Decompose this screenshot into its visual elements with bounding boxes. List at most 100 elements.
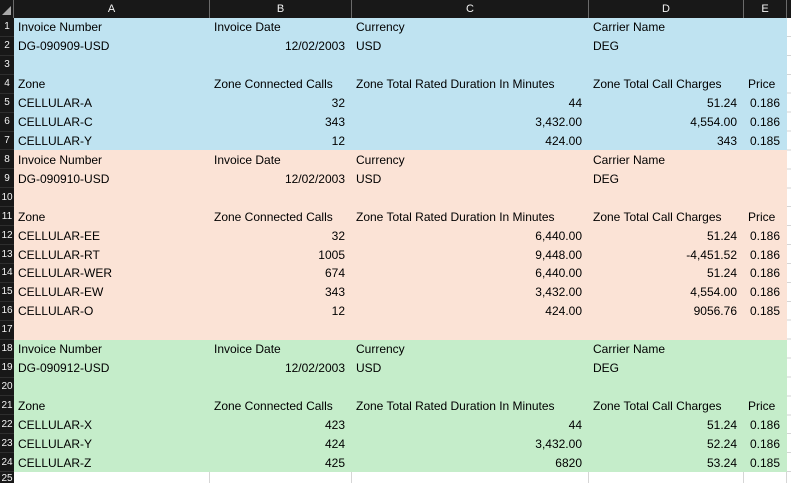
cell-E7[interactable]: 0.185 — [749, 133, 780, 148]
cell-E3[interactable] — [744, 56, 787, 75]
cell-A6[interactable]: CELLULAR-C — [18, 115, 93, 130]
cell-E5[interactable]: 0.186 — [749, 96, 780, 111]
row-header-7[interactable]: 7 — [0, 132, 14, 151]
cell-C8[interactable]: Currency — [356, 152, 405, 167]
cell-A13[interactable]: CELLULAR-RT — [18, 247, 100, 262]
cell-C9[interactable]: USD — [356, 171, 382, 186]
cell-A22[interactable]: CELLULAR-X — [18, 417, 93, 432]
cell-E19[interactable] — [744, 359, 787, 378]
cell-D20[interactable] — [589, 378, 744, 397]
cell-C13[interactable]: 9,448.00 — [535, 247, 582, 262]
cell-B19[interactable]: 12/02/2003 — [284, 361, 345, 376]
cell-C19[interactable]: USD — [356, 361, 382, 376]
cell-A19[interactable]: DG-090912-USD — [18, 361, 110, 376]
cell-E6[interactable]: 0.186 — [749, 115, 780, 130]
cell-B17[interactable] — [210, 321, 352, 340]
cell-D1[interactable]: Carrier Name — [593, 20, 666, 35]
column-header-C[interactable]: C — [352, 0, 589, 18]
row-header-6[interactable]: 6 — [0, 113, 14, 132]
cell-D17[interactable] — [589, 321, 744, 340]
cell-D23[interactable]: 52.24 — [706, 436, 737, 451]
cell-A21[interactable]: Zone — [18, 398, 46, 413]
cell-B4[interactable]: Zone Connected Calls — [214, 77, 333, 92]
cell-E13[interactable]: 0.186 — [749, 247, 780, 262]
cell-D16[interactable]: 9056.76 — [693, 304, 737, 319]
cell-B18[interactable]: Invoice Date — [214, 342, 281, 357]
cell-C11[interactable]: Zone Total Rated Duration In Minutes — [356, 209, 555, 224]
cell-C21[interactable]: Zone Total Rated Duration In Minutes — [356, 398, 555, 413]
cell-E25[interactable] — [744, 472, 787, 483]
cell-C20[interactable] — [352, 378, 589, 397]
cell-C15[interactable]: 3,432.00 — [535, 285, 582, 300]
cell-A9[interactable]: DG-090910-USD — [18, 171, 110, 186]
cell-E10[interactable] — [744, 188, 787, 207]
cell-A4[interactable]: Zone — [18, 77, 46, 92]
row-header-15[interactable]: 15 — [0, 283, 14, 302]
cell-C4[interactable]: Zone Total Rated Duration In Minutes — [356, 77, 555, 92]
cell-A24[interactable]: CELLULAR-Z — [18, 455, 92, 470]
cell-B5[interactable]: 32 — [331, 96, 345, 111]
cell-A5[interactable]: CELLULAR-A — [18, 96, 93, 111]
cell-A3[interactable] — [14, 56, 210, 75]
row-header-23[interactable]: 23 — [0, 434, 14, 454]
cell-A11[interactable]: Zone — [18, 209, 46, 224]
cell-D8[interactable]: Carrier Name — [593, 152, 666, 167]
cell-E12[interactable]: 0.186 — [749, 228, 780, 243]
cell-B25[interactable] — [210, 472, 352, 483]
row-header-13[interactable]: 13 — [0, 245, 14, 264]
cell-E17[interactable] — [744, 321, 787, 340]
cell-C3[interactable] — [352, 56, 589, 75]
cell-C2[interactable]: USD — [356, 39, 382, 54]
cell-E16[interactable]: 0.185 — [749, 304, 780, 319]
row-header-1[interactable]: 1 — [0, 18, 14, 37]
cell-A25[interactable] — [14, 472, 210, 483]
cell-B23[interactable]: 424 — [324, 436, 345, 451]
cell-C17[interactable] — [352, 321, 589, 340]
row-header-19[interactable]: 19 — [0, 359, 14, 378]
cell-B24[interactable]: 425 — [324, 455, 345, 470]
cell-B11[interactable]: Zone Connected Calls — [214, 209, 333, 224]
row-header-25[interactable]: 25 — [0, 472, 14, 483]
cell-D2[interactable]: DEG — [593, 39, 620, 54]
cell-D24[interactable]: 53.24 — [706, 455, 737, 470]
select-all-corner[interactable] — [0, 0, 14, 18]
cell-C6[interactable]: 3,432.00 — [535, 115, 582, 130]
cell-D14[interactable]: 51.24 — [706, 266, 737, 281]
cell-D6[interactable]: 4,554.00 — [690, 115, 737, 130]
cell-A12[interactable]: CELLULAR-EE — [18, 228, 101, 243]
row-header-17[interactable]: 17 — [0, 321, 14, 340]
cell-E23[interactable]: 0.186 — [749, 436, 780, 451]
row-header-5[interactable]: 5 — [0, 94, 14, 113]
cell-B15[interactable]: 343 — [324, 285, 345, 300]
row-header-3[interactable]: 3 — [0, 56, 14, 75]
column-header-B[interactable]: B — [210, 0, 352, 18]
cell-A18[interactable]: Invoice Number — [18, 342, 103, 357]
cell-C10[interactable] — [352, 188, 589, 207]
cell-A1[interactable]: Invoice Number — [18, 20, 103, 35]
cell-D18[interactable]: Carrier Name — [593, 342, 666, 357]
cell-C7[interactable]: 424.00 — [545, 133, 582, 148]
row-header-9[interactable]: 9 — [0, 169, 14, 189]
cell-D11[interactable]: Zone Total Call Charges — [593, 209, 722, 224]
cell-E21[interactable]: Price — [748, 398, 776, 413]
row-header-24[interactable]: 24 — [0, 453, 14, 473]
cell-E1[interactable] — [744, 18, 787, 37]
cell-C16[interactable]: 424.00 — [545, 304, 582, 319]
cell-C12[interactable]: 6,440.00 — [535, 228, 582, 243]
cell-A10[interactable] — [14, 188, 210, 207]
cell-B6[interactable]: 343 — [324, 115, 345, 130]
column-header-D[interactable]: D — [589, 0, 744, 18]
cell-D12[interactable]: 51.24 — [706, 228, 737, 243]
cell-A15[interactable]: CELLULAR-EW — [18, 285, 104, 300]
cell-D9[interactable]: DEG — [593, 171, 620, 186]
column-header-A[interactable]: A — [14, 0, 210, 18]
row-header-2[interactable]: 2 — [0, 37, 14, 56]
cell-D5[interactable]: 51.24 — [706, 96, 737, 111]
cell-C5[interactable]: 44 — [568, 96, 582, 111]
cell-C24[interactable]: 6820 — [555, 455, 582, 470]
cell-B20[interactable] — [210, 378, 352, 397]
cell-B2[interactable]: 12/02/2003 — [284, 39, 345, 54]
cell-E11[interactable]: Price — [748, 209, 776, 224]
row-header-21[interactable]: 21 — [0, 396, 14, 416]
cell-D4[interactable]: Zone Total Call Charges — [593, 77, 722, 92]
